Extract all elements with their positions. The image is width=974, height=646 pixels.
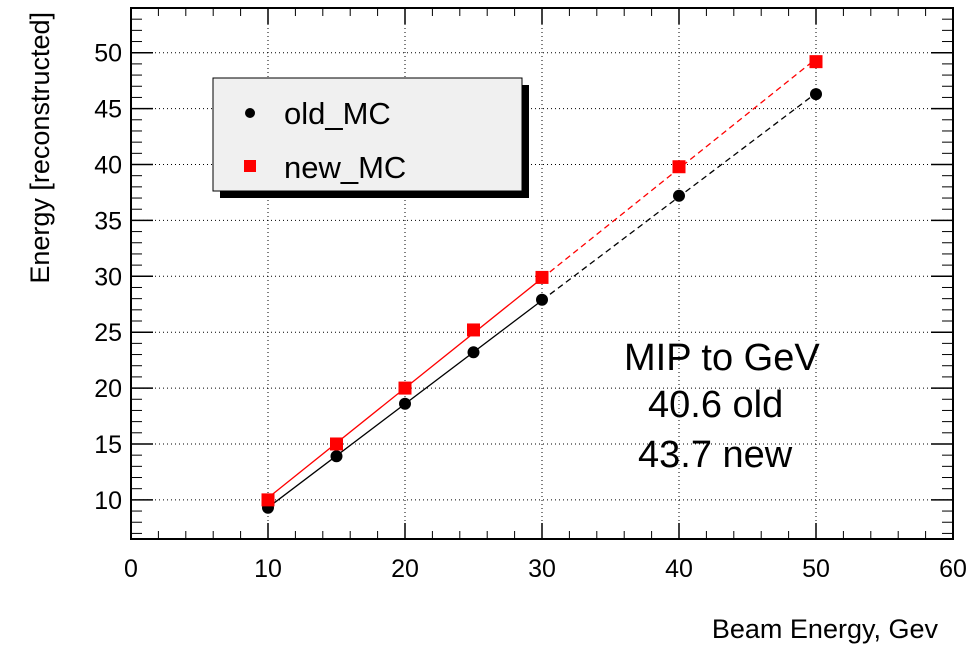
y-tick-label: 35 [94,207,122,235]
annotation-line-1: MIP to GeV [624,337,820,379]
plot-frame [130,7,954,540]
data-markers [261,55,823,514]
legend-marker-old-mc [245,108,255,118]
data-point-new-mc [330,437,343,451]
legend-label-new-mc: new_MC [284,150,406,185]
data-point-new-mc [672,160,686,174]
data-point-new-mc [535,270,549,284]
x-tick-label: 60 [939,555,967,583]
y-tick-label: 30 [94,263,122,291]
annotation: MIP to GeV 40.6 old 43.7 new [624,337,820,476]
y-tick-label: 15 [94,431,122,459]
axes: 0 10 20 30 40 50 60 10 15 20 25 30 35 40 45 50 [94,7,967,583]
data-point-new-mc [809,55,823,69]
y-tick-label: 20 [94,375,122,403]
legend-box [212,77,523,192]
x-tick-label: 0 [124,555,138,583]
data-point-old-mc [673,189,685,202]
data-point-new-mc [398,381,412,395]
y-tick-label: 25 [94,319,122,347]
y-tick-label: 45 [94,96,122,124]
data-point-old-mc [810,88,822,101]
x-tick-label: 30 [528,555,556,583]
y-tick-label: 40 [94,152,122,180]
annotation-line-2: 40.6 old [648,384,783,426]
annotation-line-3: 43.7 new [638,434,793,476]
y-tick-label: 10 [94,487,122,515]
data-point-new-mc [261,493,275,507]
legend-marker-new-mc [244,160,256,172]
x-tick-label: 20 [391,555,419,583]
y-axis-title: Energy [reconstructed] [25,12,55,284]
x-tick-label: 50 [802,555,830,583]
data-point-old-mc [330,450,343,463]
x-tick-label: 10 [254,555,282,583]
data-point-old-mc [399,397,411,410]
grid-layer [131,8,953,539]
y-tick-label: 50 [94,40,122,68]
x-tick-label: 40 [665,555,693,583]
x-axis-title: Beam Energy, Gev [712,614,939,644]
legend-label-old-mc: old_MC [284,96,391,131]
data-point-old-mc [467,346,480,359]
legend: old_MC new_MC [212,77,529,198]
data-point-old-mc [536,293,548,306]
data-point-new-mc [467,323,480,337]
